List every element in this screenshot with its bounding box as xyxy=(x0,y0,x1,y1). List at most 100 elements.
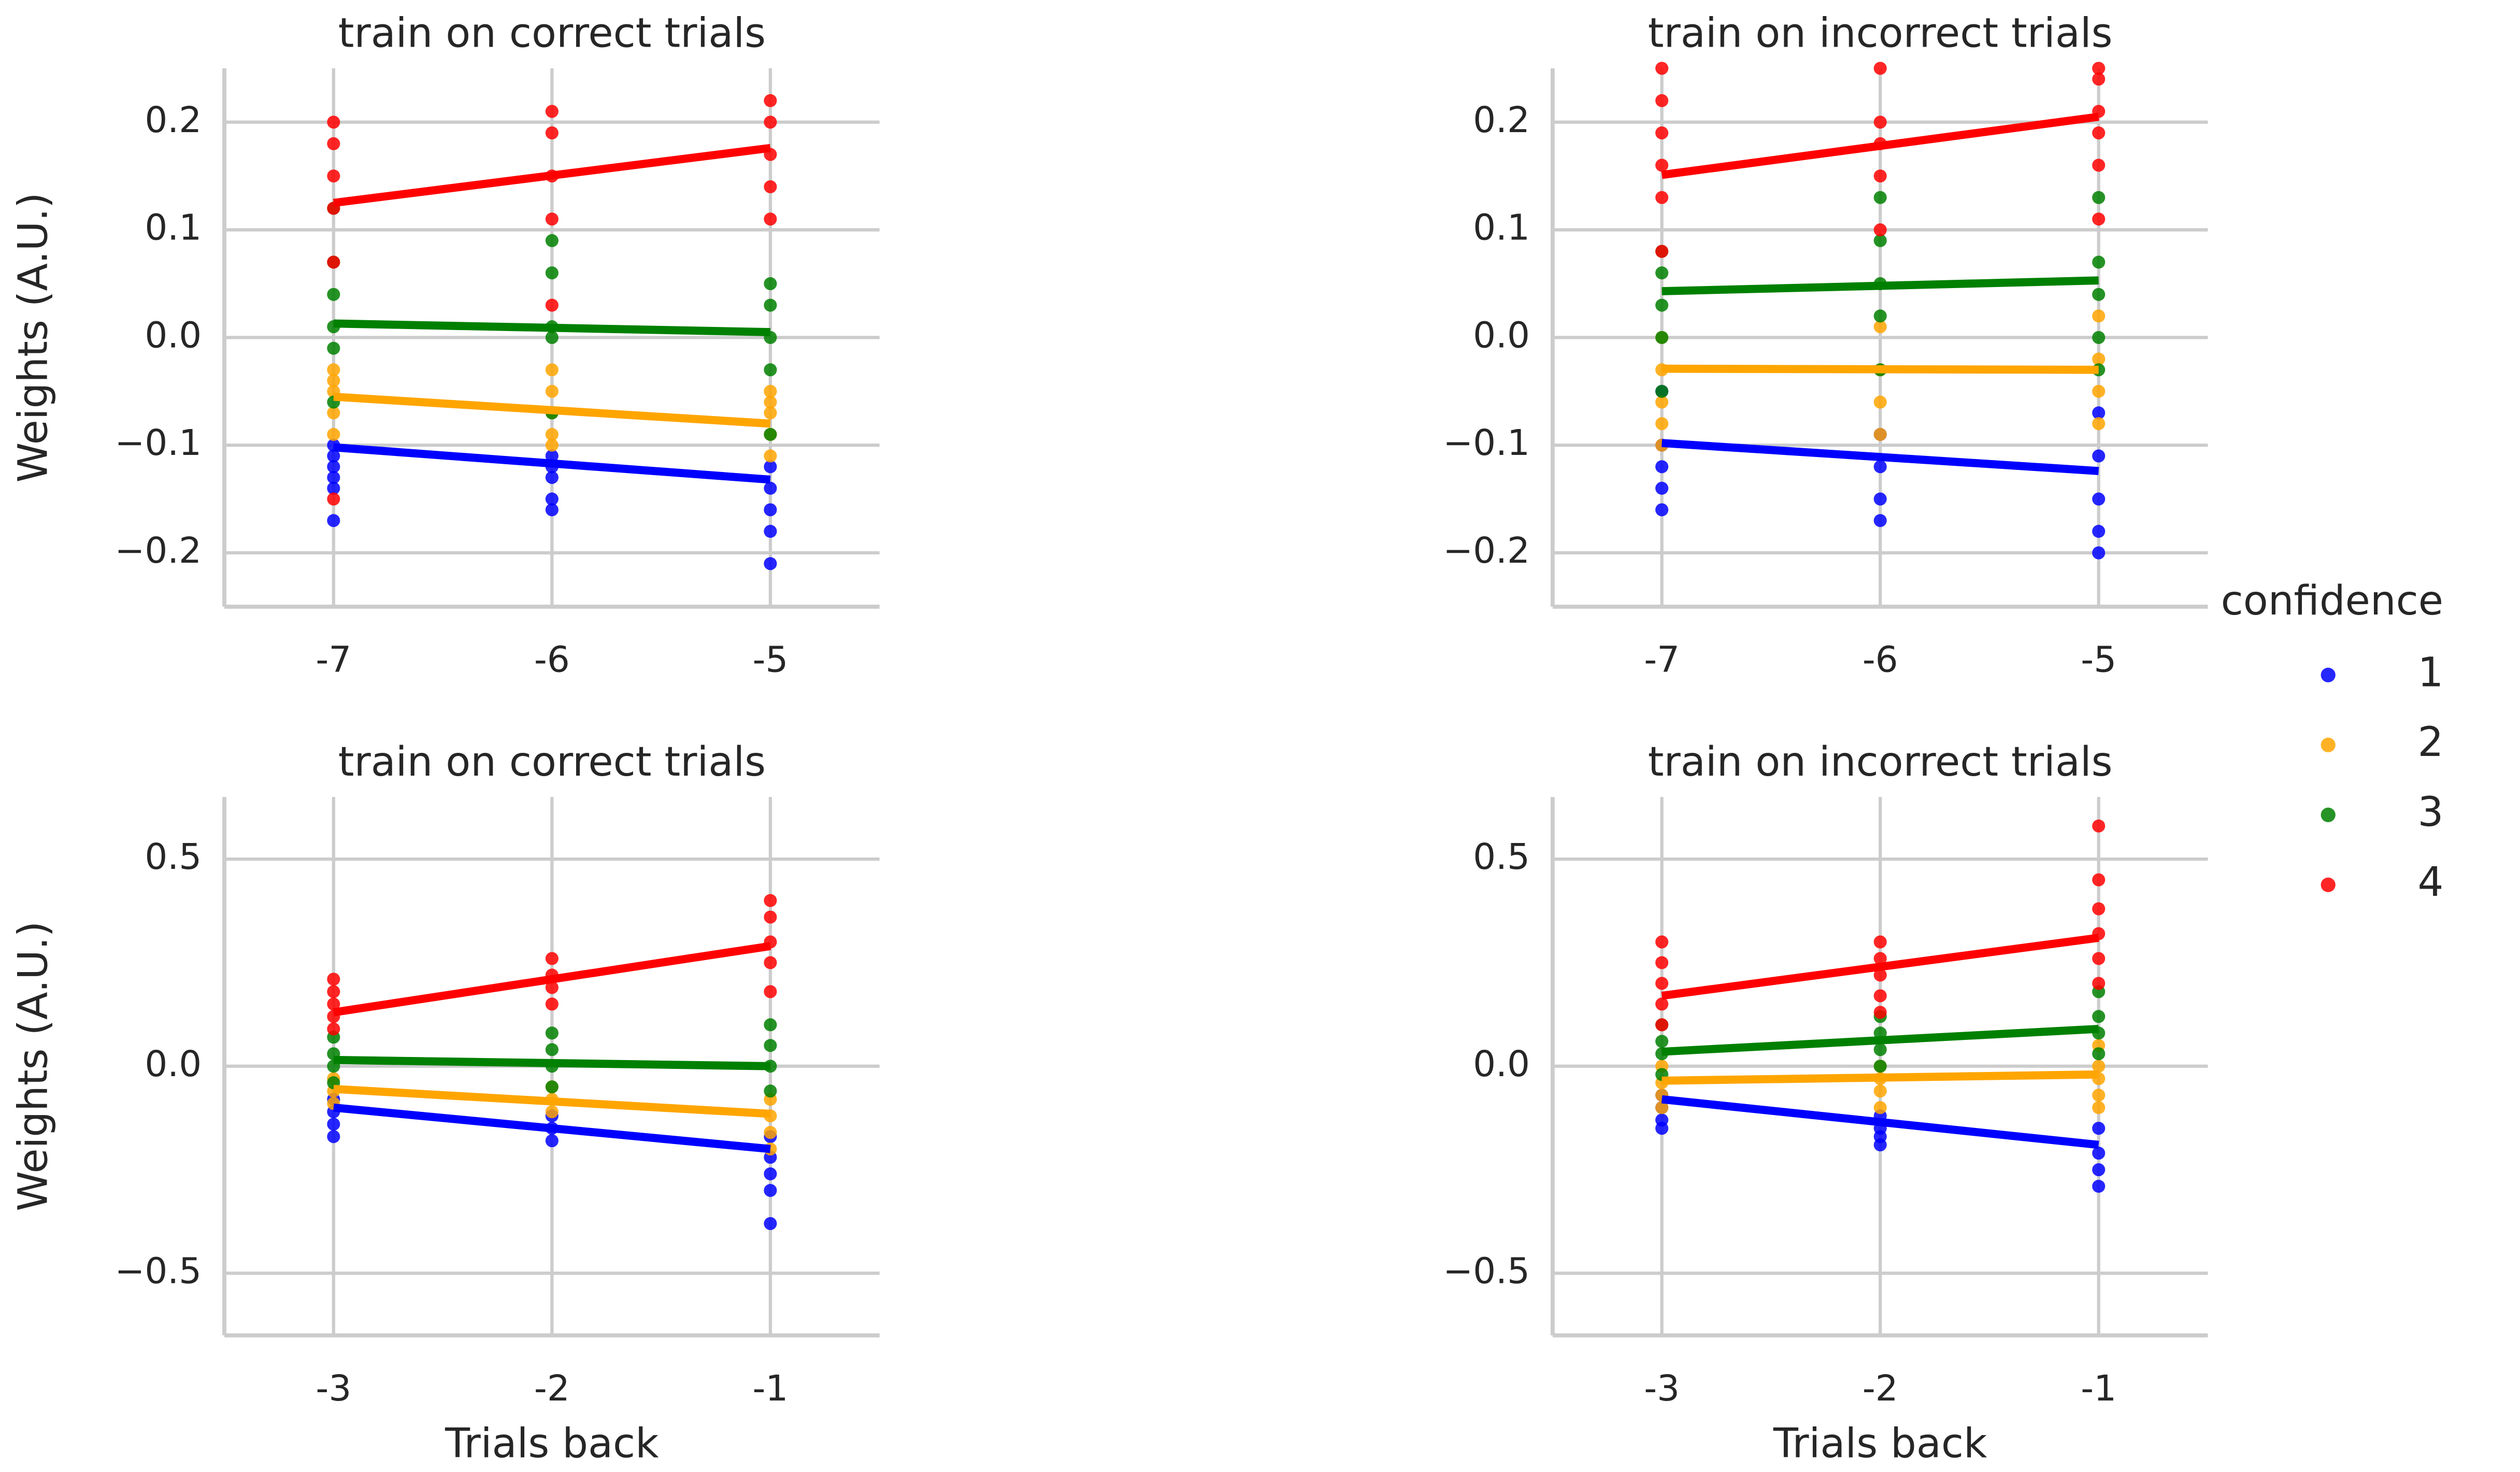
data-point xyxy=(2092,1047,2106,1061)
regression-line xyxy=(1662,276,2099,295)
data-point xyxy=(1873,1138,1887,1152)
data-point xyxy=(2092,449,2106,463)
data-point xyxy=(1655,1101,1669,1114)
data-point xyxy=(764,384,777,398)
data-point xyxy=(2092,1163,2106,1177)
regression-line xyxy=(1662,439,2099,475)
plot-area xyxy=(327,894,777,1231)
data-point xyxy=(2092,417,2106,431)
data-point xyxy=(1873,935,1887,949)
data-point xyxy=(1655,191,1669,204)
data-point xyxy=(545,470,559,484)
data-point xyxy=(2092,1060,2106,1073)
data-point xyxy=(764,116,777,129)
data-point xyxy=(545,1043,559,1056)
data-point xyxy=(1873,1084,1887,1098)
data-point xyxy=(1873,320,1887,334)
regression-line xyxy=(1661,112,2099,179)
legend-marker xyxy=(2321,667,2336,682)
data-point xyxy=(1873,395,1887,409)
data-point xyxy=(1655,384,1669,398)
data-point xyxy=(1873,989,1887,1003)
data-point xyxy=(545,503,559,517)
legend-marker xyxy=(2321,807,2336,822)
data-point xyxy=(2092,1101,2106,1114)
data-point xyxy=(545,1105,559,1119)
x-tick-label: -6 xyxy=(1863,639,1898,681)
y-tick-label: 0.0 xyxy=(1473,315,1530,356)
data-point xyxy=(764,298,777,312)
data-point xyxy=(1655,1122,1669,1135)
data-point xyxy=(764,180,777,194)
y-tick-label: −0.1 xyxy=(1443,422,1530,464)
data-point xyxy=(2092,212,2106,226)
data-point xyxy=(764,910,777,924)
x-tick-label: -1 xyxy=(2081,1368,2116,1409)
legend-label: 4 xyxy=(2417,858,2443,906)
data-point xyxy=(764,1039,777,1052)
y-tick-label: 0.5 xyxy=(145,836,202,878)
x-tick-label: -3 xyxy=(316,1368,351,1409)
data-point xyxy=(2092,1122,2106,1135)
data-point xyxy=(327,997,340,1011)
data-point xyxy=(764,449,777,463)
data-point xyxy=(764,503,777,517)
regression-line xyxy=(1661,1095,2099,1149)
data-point xyxy=(764,481,777,495)
data-point xyxy=(545,952,559,965)
regression-line xyxy=(333,1103,771,1153)
data-point xyxy=(327,374,340,388)
data-point xyxy=(1655,956,1669,969)
x-axis-label: Trials back xyxy=(1773,1419,1987,1467)
y-tick-label: −0.2 xyxy=(114,530,202,571)
data-point xyxy=(327,169,340,183)
regression-line xyxy=(333,1055,771,1070)
regression-line xyxy=(1662,1024,2099,1056)
plot-area xyxy=(1655,62,2106,560)
data-point xyxy=(1873,223,1887,237)
data-point xyxy=(2092,126,2106,140)
data-point xyxy=(2092,73,2106,86)
data-point xyxy=(1655,94,1669,107)
data-point xyxy=(2092,62,2106,75)
x-tick-label: -3 xyxy=(1644,1368,1680,1409)
subplot-title: train on incorrect trials xyxy=(1648,738,2113,785)
data-point xyxy=(764,1167,777,1181)
data-point xyxy=(327,255,340,269)
data-point xyxy=(2092,309,2106,323)
data-point xyxy=(1655,395,1669,409)
y-tick-label: 0.5 xyxy=(1473,836,1530,878)
data-point xyxy=(1655,460,1669,474)
data-point xyxy=(1873,1043,1887,1056)
x-tick-label: -5 xyxy=(2081,639,2116,681)
y-tick-label: 0.0 xyxy=(1473,1044,1530,1085)
data-point xyxy=(545,298,559,312)
data-point xyxy=(2092,1010,2106,1023)
data-point xyxy=(327,1130,340,1144)
data-point xyxy=(545,126,559,140)
data-point xyxy=(1873,460,1887,474)
data-point xyxy=(1873,309,1887,323)
x-axis-label: Trials back xyxy=(445,1419,659,1467)
data-point xyxy=(1655,417,1669,431)
data-point xyxy=(1655,977,1669,990)
data-point xyxy=(2092,1180,2106,1193)
data-point xyxy=(2092,952,2106,965)
data-point xyxy=(1873,427,1887,441)
data-point xyxy=(545,212,559,226)
data-point xyxy=(1655,159,1669,172)
data-point xyxy=(2092,1089,2106,1102)
data-point xyxy=(327,137,340,150)
data-point xyxy=(1873,116,1887,129)
data-point xyxy=(545,438,559,452)
plot-area xyxy=(1655,819,2106,1193)
x-tick-label: -7 xyxy=(316,639,351,681)
data-point xyxy=(327,288,340,301)
data-point xyxy=(2092,524,2106,538)
data-point xyxy=(764,1018,777,1032)
data-point xyxy=(1655,481,1669,495)
data-point xyxy=(327,514,340,527)
regression-line xyxy=(333,144,771,207)
data-point xyxy=(545,363,559,377)
